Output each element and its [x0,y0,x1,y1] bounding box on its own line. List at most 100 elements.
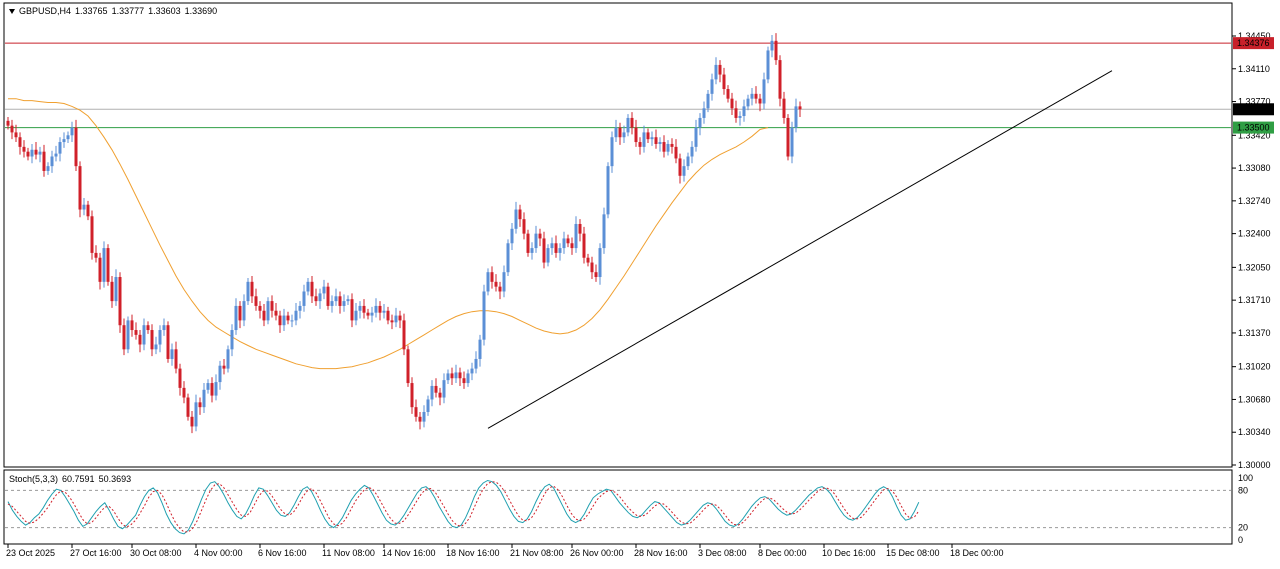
candle-body [218,365,222,383]
candle-body [126,320,130,350]
candle-body [774,40,778,61]
candle-body [522,219,526,234]
candle-body [498,286,502,292]
candle-body [414,407,418,417]
open-value: 1.33765 [75,6,108,16]
candle-body [178,368,182,388]
candle-body [18,137,22,147]
candle-body [670,143,674,147]
candle-body [454,372,458,379]
candle-body [510,228,514,244]
close-value: 1.33690 [184,6,218,16]
axis-layer: 1.34450 1.34110 1.33770 1.33420 1.33080 1.327… [6,31,1274,558]
x-tick-label: 15 Dec 08:00 [886,548,940,558]
candle-body [190,416,194,427]
y-tick-label: 1.33420 [1238,130,1271,140]
stoch-pane-frame [3,469,1233,545]
y-tick-label: 1.31710 [1238,295,1271,305]
candle-body [562,238,566,249]
stoch-tick-label: 100 [1238,473,1253,483]
x-tick-label: 11 Nov 08:00 [322,548,375,558]
candle-body [550,243,554,249]
candle-body [182,387,186,398]
stoch-header: Stoch(5,3,3) 60.7591 50.3693 [9,474,135,484]
candle-body [122,325,126,350]
candle-body [470,368,474,374]
candle-body [258,305,262,311]
candle-body [542,238,546,263]
candle-body [410,383,414,408]
collapse-arrow-icon[interactable] [9,9,15,15]
candle-body [346,299,350,302]
candle-body [198,402,202,408]
candle-body [782,98,786,118]
candle-body [614,127,618,138]
candle-body [22,146,26,152]
y-tick-label: 1.32740 [1238,196,1271,206]
candle-body [662,142,666,152]
candle-body [142,325,146,345]
candle-body [722,74,726,90]
candle-body [266,301,270,321]
price-label-text: 1.34376 [1237,38,1270,48]
x-tick-label: 30 Oct 08:00 [130,548,182,558]
candle-body [398,315,402,321]
trendline [487,70,1113,429]
candle-body [474,358,478,369]
candle-body [242,301,246,321]
candle-body [502,272,506,292]
candle-body [46,166,50,171]
candle-body [570,243,574,249]
candle-body [714,64,718,80]
x-tick-label: 8 Dec 00:00 [758,548,807,558]
stoch-tick-label: 80 [1238,485,1248,495]
candle-body [50,156,54,167]
candle-body [230,330,234,350]
candle-body [118,277,122,326]
x-tick-label: 27 Oct 16:00 [70,548,122,558]
candle-body [418,416,422,422]
candle-body [678,158,682,176]
price-label-box [1233,103,1274,116]
price-layer [5,33,1231,434]
price-label-text: 1.33500 [1237,123,1270,133]
candle-body [74,127,78,167]
stoch-layer [5,479,1231,535]
candle-body [262,310,266,321]
candle-body [86,204,90,217]
candle-body [490,272,494,282]
candle-body [590,262,594,273]
candle-body [754,93,758,99]
candle-body [70,127,74,136]
candle-body [702,108,706,118]
candle-body [250,281,254,297]
y-tick-label: 1.30000 [1238,460,1271,470]
candle-body [130,320,134,331]
candle-body [682,166,686,176]
candle-body [786,117,790,157]
candle-body [518,209,522,220]
candle-body [26,151,30,157]
candle-body [42,151,46,171]
candle-body [630,117,634,128]
candle-body [210,383,214,396]
stoch-signal-line [7,481,920,533]
y-tick-label: 1.33770 [1238,97,1271,107]
candle-body [462,378,466,384]
candle-body [430,385,434,400]
candle-body [546,248,550,263]
candle-body [602,214,606,249]
candle-body [10,125,14,133]
candle-body [318,293,322,302]
candle-body [438,392,442,398]
candle-body [174,349,178,369]
candle-body [226,349,230,369]
candle-body [278,315,282,326]
candle-body [422,411,426,422]
candle-body [202,389,206,408]
candle-body [606,166,610,215]
candle-body [82,204,86,210]
candle-body [354,310,358,321]
candle-body [742,106,746,117]
